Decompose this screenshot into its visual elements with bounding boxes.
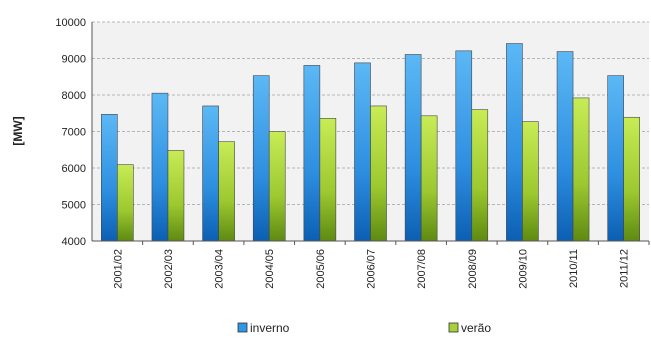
- bar-inverno: [101, 114, 118, 242]
- y-tick-label: 7000: [62, 127, 86, 139]
- bar-inverno: [506, 43, 523, 242]
- bar-verao: [117, 164, 134, 242]
- bar-verao: [623, 116, 640, 242]
- legend-label: inverno: [250, 321, 290, 335]
- bar-inverno: [556, 51, 574, 242]
- bar-inverno: [607, 75, 624, 242]
- x-tick-label: 2004/05: [264, 249, 276, 289]
- bar-verao: [471, 109, 489, 242]
- y-tick-label: 9000: [62, 54, 86, 66]
- legend-swatch: [448, 322, 459, 333]
- legend: inverno verão: [237, 321, 491, 335]
- bar-inverno: [252, 75, 270, 242]
- bar-inverno: [202, 105, 219, 242]
- bar-verao: [218, 141, 235, 242]
- x-tick-label: 2007/08: [416, 249, 428, 289]
- bar-verao: [268, 131, 286, 242]
- y-tick-label: 8000: [62, 90, 86, 102]
- y-tick-label: 5000: [62, 200, 86, 212]
- x-tick-label: 2001/02: [112, 249, 124, 289]
- axis-layer: 4000 5000 6000 7000 8000 9000 10000 2001/02 2002…: [55, 17, 650, 289]
- bar-inverno: [303, 65, 321, 242]
- x-tick-label: 2010/11: [568, 249, 580, 288]
- grid-layer: [92, 21, 649, 205]
- y-axis-label: [MW]: [11, 116, 25, 145]
- bar-verao: [420, 115, 438, 242]
- bar-inverno: [151, 92, 169, 242]
- x-tick-label: 2002/03: [163, 249, 175, 289]
- bar-inverno: [354, 62, 371, 242]
- bar-verao: [370, 105, 387, 242]
- y-tick-label: 6000: [62, 163, 86, 175]
- bar-verao: [167, 150, 185, 242]
- y-tick-label: 4000: [62, 236, 86, 248]
- x-tick-label: 2003/04: [214, 249, 226, 289]
- bars-layer: [101, 43, 640, 242]
- x-tick-label: 2006/07: [366, 249, 378, 289]
- x-tick-label: 2009/10: [517, 249, 529, 289]
- bar-inverno: [404, 54, 422, 242]
- x-tick-label: 2008/09: [467, 249, 479, 289]
- x-tick-label: 2011/12: [619, 249, 631, 288]
- bar-inverno: [455, 50, 473, 242]
- bar-verao: [319, 118, 337, 242]
- y-tick-label: 10000: [55, 17, 86, 29]
- x-tick-label: 2005/06: [315, 249, 327, 289]
- bar-verao: [572, 97, 590, 242]
- legend-swatch: [237, 322, 248, 333]
- legend-label: verão: [461, 321, 491, 335]
- bar-verao: [522, 121, 539, 242]
